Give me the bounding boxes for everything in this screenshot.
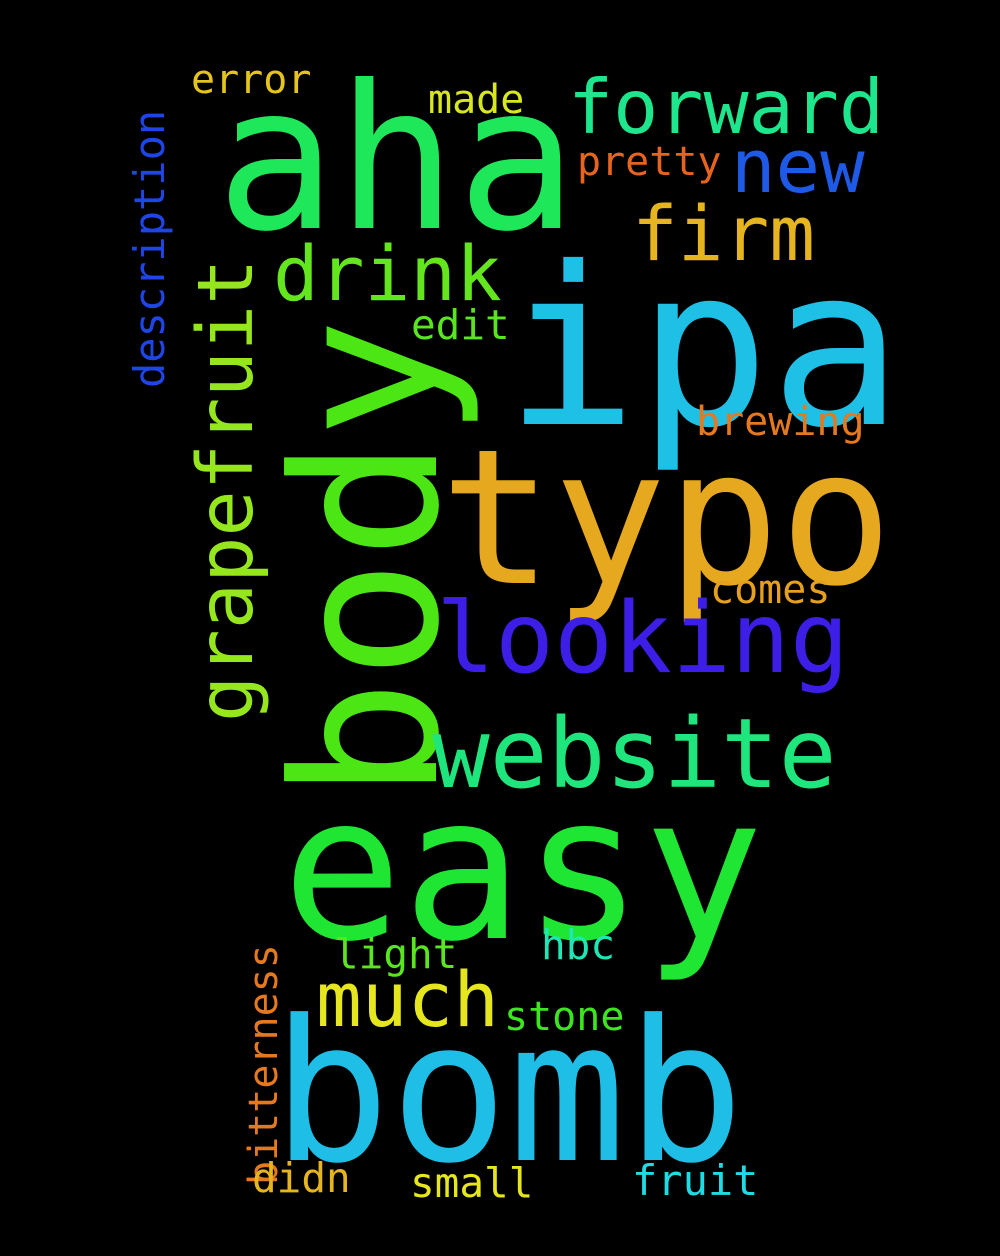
word-small: small (410, 1159, 534, 1207)
word-website: website (432, 698, 837, 810)
word-easy: easy (282, 753, 764, 986)
word-drink: drink (273, 229, 502, 318)
word-ipa: ipa (505, 220, 903, 476)
word-didn: didn (252, 1154, 351, 1202)
word-made: made (428, 77, 525, 123)
word-fruit: fruit (632, 1156, 759, 1205)
word-error: error (191, 57, 312, 103)
word-brewing: brewing (696, 399, 865, 445)
word-aha: aha (216, 43, 578, 276)
word-much: much (316, 955, 500, 1044)
word-firm: firm (632, 189, 816, 278)
word-forward: forward (568, 63, 885, 151)
word-bomb: bomb (272, 979, 745, 1207)
word-description: description (125, 109, 174, 388)
word-new: new (731, 124, 865, 210)
word-typo: typo (440, 409, 893, 628)
word-grapefruit: grapefruit (182, 258, 271, 722)
word-comes: comes (710, 567, 831, 613)
word-looking: looking (436, 582, 850, 696)
word-bitterness: bitterness (241, 944, 287, 1185)
word-light: light (334, 930, 458, 978)
word-edit: edit (411, 301, 510, 349)
word-pretty: pretty (577, 139, 722, 185)
word-stone: stone (504, 994, 625, 1040)
word-hbc: hbc (541, 921, 616, 969)
